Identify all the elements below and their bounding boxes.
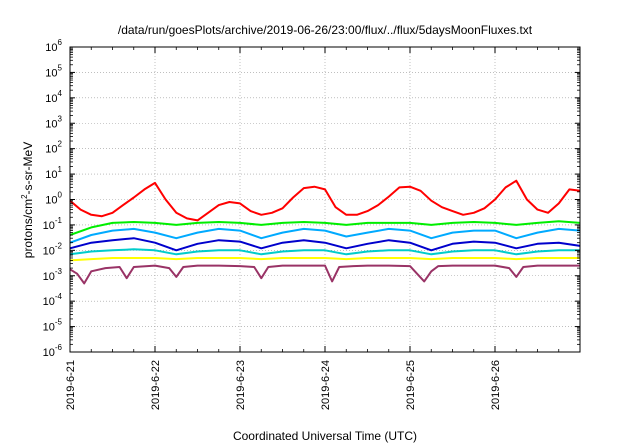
y-tick-label: 10-6: [43, 343, 63, 359]
y-tick-exp: 6: [58, 38, 63, 47]
y-tick-base: 10: [43, 220, 55, 232]
y-tick-exp: 2: [58, 140, 63, 149]
y-tick-label: 106: [45, 38, 62, 54]
y-tick-label: 10-4: [43, 292, 63, 308]
y-axis-label-sup: 2: [20, 194, 29, 199]
y-axis-label-rest: -s-sr-MeV: [21, 142, 35, 195]
x-axis-ticks: 2019-6-21 2019-6-22 2019-6-23 2019-6-24 2019…: [65, 47, 560, 410]
y-tick-exp: 4: [58, 89, 63, 98]
y-tick-base: 10: [43, 296, 55, 308]
y-tick-exp: -6: [55, 343, 63, 352]
x-tick-label: 2019-6-25: [405, 360, 417, 410]
series-line-4: [69, 237, 581, 252]
x-tick-label: 2019-6-23: [235, 360, 247, 410]
y-axis-label-base: protons/cm: [21, 199, 35, 258]
y-tick-exp: 3: [58, 114, 63, 123]
y-tick-label: 104: [45, 89, 62, 105]
y-tick-exp: 0: [58, 191, 63, 200]
x-tick-label: 2019-6-24: [320, 360, 332, 410]
y-tick-base: 10: [45, 144, 57, 156]
y-tick-label: 10-5: [43, 318, 63, 334]
y-tick-base: 10: [45, 93, 57, 105]
series-lines: [69, 179, 581, 285]
y-tick-exp: -2: [55, 241, 63, 250]
series-line-6: [69, 257, 580, 262]
y-tick-label: 101: [45, 165, 62, 181]
series-line-5: [69, 248, 580, 256]
y-tick-exp: 1: [58, 165, 63, 174]
y-axis-ticks: 10-610-510-410-310-210-11001011021031041…: [43, 38, 580, 359]
x-tick-label: 2019-6-21: [65, 360, 77, 410]
x-tick-label: 2019-6-22: [150, 360, 162, 410]
y-tick-exp: -5: [55, 318, 63, 327]
y-tick-base: 10: [45, 169, 57, 181]
y-tick-exp: -1: [55, 216, 63, 225]
y-tick-exp: -3: [55, 267, 63, 276]
series-line-1: [69, 179, 581, 222]
y-tick-label: 102: [45, 140, 62, 156]
y-tick-exp: -4: [55, 292, 63, 301]
y-tick-exp: 5: [58, 63, 63, 72]
y-tick-base: 10: [45, 118, 57, 130]
y-tick-base: 10: [43, 271, 55, 283]
x-tick-label: 2019-6-26: [490, 360, 502, 410]
series-line-3: [69, 227, 581, 244]
y-tick-label: 105: [45, 63, 62, 79]
y-tick-label: 10-1: [43, 216, 63, 232]
x-axis-label: Coordinated Universal Time (UTC): [233, 429, 417, 443]
y-tick-base: 10: [45, 195, 57, 207]
y-axis-label: protons/cm2-s-sr-MeV: [20, 142, 35, 258]
y-tick-label: 10-2: [43, 241, 63, 257]
y-tick-base: 10: [43, 347, 55, 359]
y-tick-label: 10-3: [43, 267, 63, 283]
series-line-2: [69, 220, 581, 236]
y-tick-base: 10: [43, 322, 55, 334]
y-tick-label: 103: [45, 114, 62, 130]
y-tick-base: 10: [45, 42, 57, 54]
series-line-7: [69, 264, 580, 285]
y-tick-label: 100: [45, 191, 62, 207]
chart-title: /data/run/goesPlots/archive/2019-06-26/2…: [118, 23, 533, 37]
y-tick-base: 10: [45, 67, 57, 79]
y-tick-base: 10: [43, 245, 55, 257]
